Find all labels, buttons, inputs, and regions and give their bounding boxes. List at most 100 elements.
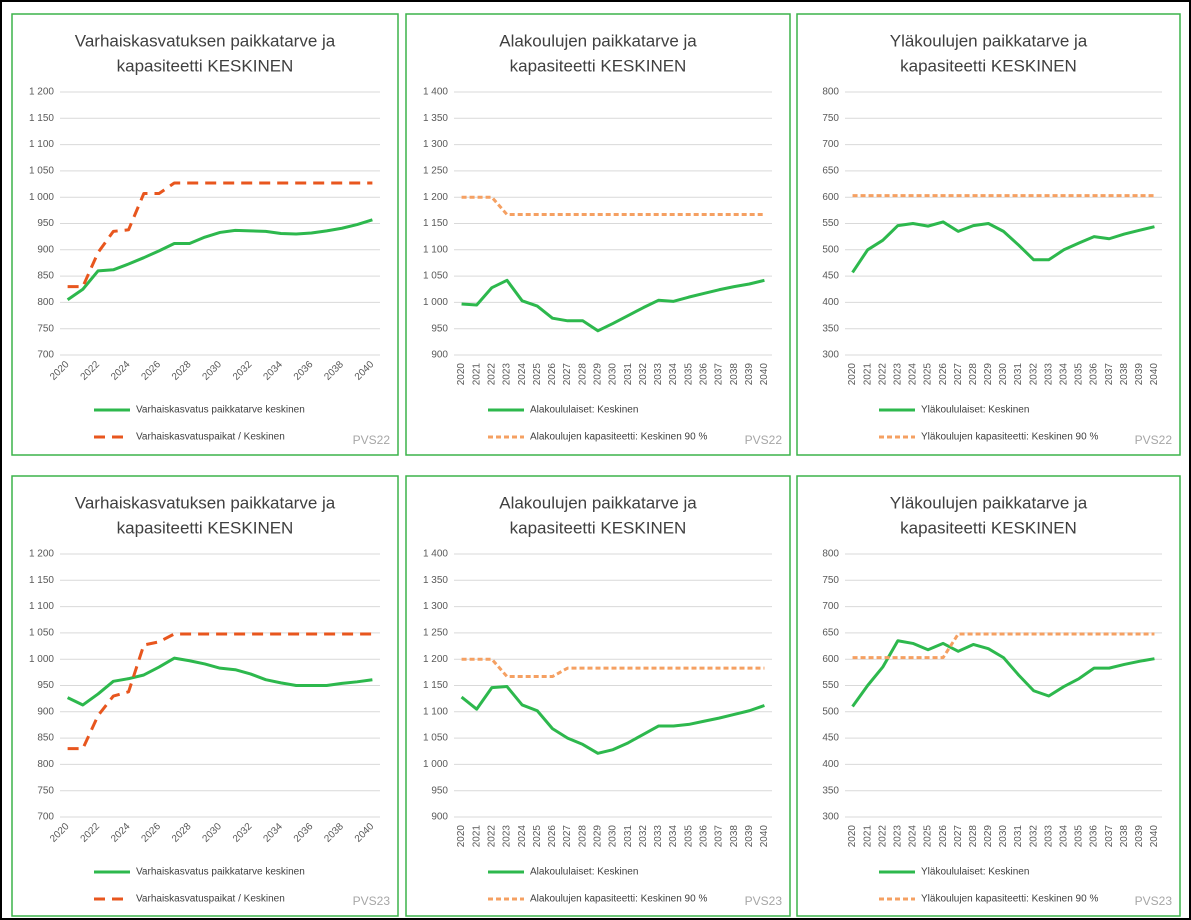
y-tick-label: 1 000 xyxy=(29,192,54,203)
x-tick-label: 2025 xyxy=(923,363,934,386)
y-tick-label: 1 000 xyxy=(423,297,448,308)
y-tick-label: 1 200 xyxy=(423,654,448,665)
source-note: PVS23 xyxy=(353,894,391,908)
x-tick-label: 2038 xyxy=(1119,363,1130,386)
y-tick-label: 900 xyxy=(431,350,448,361)
legend-label: Varhaiskasvatus paikkatarve keskinen xyxy=(136,405,305,416)
legend-label: Yläkoulujen kapasiteetti: Keskinen 90 % xyxy=(921,432,1098,443)
x-tick-label: 2033 xyxy=(1043,825,1054,848)
y-tick-label: 700 xyxy=(37,812,54,823)
x-tick-label: 2029 xyxy=(592,363,603,386)
y-tick-label: 650 xyxy=(822,628,839,639)
x-tick-label: 2023 xyxy=(502,363,513,386)
x-tick-label: 2029 xyxy=(592,825,603,848)
panel-border xyxy=(11,475,399,917)
panel-border xyxy=(405,13,791,456)
x-tick-label: 2038 xyxy=(729,825,740,848)
x-tick-label: 2032 xyxy=(1028,363,1039,386)
x-tick-label: 2021 xyxy=(471,363,482,386)
x-tick-label: 2031 xyxy=(1013,825,1024,848)
chart-title: Yläkoulujen paikkatarve ja xyxy=(890,493,1088,512)
x-tick-label: 2022 xyxy=(486,363,497,386)
y-tick-label: 700 xyxy=(822,601,839,612)
y-tick-label: 950 xyxy=(431,323,448,334)
y-tick-label: 1 250 xyxy=(423,628,448,639)
source-note: PVS23 xyxy=(745,894,783,908)
x-tick-label: 2027 xyxy=(562,363,573,386)
series-line xyxy=(461,278,765,333)
x-tick-label: 2020 xyxy=(847,825,858,848)
legend-label: Alakoululaiset: Keskinen xyxy=(530,405,638,416)
y-tick-label: 700 xyxy=(822,139,839,150)
x-tick-label: 2020 xyxy=(456,825,467,848)
y-tick-label: 1 150 xyxy=(423,218,448,229)
x-tick-label: 2022 xyxy=(877,363,888,386)
y-tick-label: 1 200 xyxy=(29,549,54,560)
x-tick-label: 2030 xyxy=(608,363,619,386)
x-tick-label: 2028 xyxy=(968,363,979,386)
y-tick-label: 1 300 xyxy=(423,139,448,150)
x-tick-label: 2040 xyxy=(1149,363,1160,386)
x-tick-label: 2026 xyxy=(938,363,949,386)
x-tick-label: 2029 xyxy=(983,825,994,848)
x-tick-label: 2035 xyxy=(683,363,694,386)
y-tick-label: 1 200 xyxy=(423,192,448,203)
series-line xyxy=(461,195,765,217)
x-tick-label: 2040 xyxy=(759,825,770,848)
y-tick-label: 1 050 xyxy=(423,271,448,282)
x-tick-label: 2037 xyxy=(714,825,725,848)
x-tick-label: 2031 xyxy=(1013,363,1024,386)
x-tick-label: 2029 xyxy=(983,363,994,386)
x-tick-label: 2035 xyxy=(683,825,694,848)
y-tick-label: 1 100 xyxy=(423,706,448,717)
chart-panel: Varhaiskasvatuksen paikkatarve ja kapasit… xyxy=(11,475,399,917)
y-tick-label: 1 200 xyxy=(29,87,54,98)
series-line xyxy=(460,685,765,755)
legend-label: Yläkoululaiset: Keskinen xyxy=(921,867,1029,878)
chart-title: kapasiteetti KESKINEN xyxy=(900,56,1077,75)
x-tick-label: 2033 xyxy=(653,825,664,848)
x-tick-label: 2026 xyxy=(547,825,558,848)
y-tick-label: 450 xyxy=(822,271,839,282)
x-tick-label: 2025 xyxy=(923,825,934,848)
y-tick-label: 800 xyxy=(822,549,839,560)
x-tick-label: 2035 xyxy=(1074,363,1085,386)
x-tick-label: 2034 xyxy=(1059,825,1070,848)
series-line xyxy=(67,632,373,751)
source-note: PVS22 xyxy=(353,433,391,447)
y-tick-label: 800 xyxy=(822,87,839,98)
chart-title: Yläkoulujen paikkatarve ja xyxy=(890,31,1088,50)
x-tick-label: 2040 xyxy=(1149,825,1160,848)
y-tick-label: 750 xyxy=(822,575,839,586)
legend-label: Alakoulujen kapasiteetti: Keskinen 90 % xyxy=(530,894,707,905)
x-tick-label: 2021 xyxy=(862,363,873,386)
y-tick-label: 1 050 xyxy=(29,166,54,177)
x-tick-label: 2037 xyxy=(1104,363,1115,386)
legend-label: Yläkoululaiset: Keskinen xyxy=(921,405,1029,416)
y-tick-label: 1 100 xyxy=(423,244,448,255)
x-tick-label: 2032 xyxy=(638,825,649,848)
x-tick-label: 2028 xyxy=(577,363,588,386)
x-tick-label: 2021 xyxy=(471,825,482,848)
chart-title: kapasiteetti KESKINEN xyxy=(900,518,1077,537)
y-tick-label: 1 400 xyxy=(423,549,448,560)
legend-label: Alakoululaiset: Keskinen xyxy=(530,867,638,878)
x-tick-label: 2030 xyxy=(998,825,1009,848)
series-line xyxy=(851,639,1155,708)
panel-border xyxy=(11,13,399,456)
y-tick-label: 1 300 xyxy=(423,601,448,612)
chart-title: kapasiteetti KESKINEN xyxy=(510,518,687,537)
series-line xyxy=(851,220,1155,274)
x-tick-label: 2024 xyxy=(908,825,919,848)
y-tick-label: 1 050 xyxy=(423,733,448,744)
panel-border xyxy=(405,475,791,917)
x-tick-label: 2033 xyxy=(653,363,664,386)
y-tick-label: 450 xyxy=(822,733,839,744)
y-tick-label: 1 150 xyxy=(29,113,54,124)
y-tick-label: 600 xyxy=(822,654,839,665)
x-tick-label: 2030 xyxy=(998,363,1009,386)
x-tick-label: 2038 xyxy=(1119,825,1130,848)
chart-panel: Yläkoulujen paikkatarve ja kapasiteetti K… xyxy=(796,475,1181,917)
y-tick-label: 750 xyxy=(37,785,54,796)
